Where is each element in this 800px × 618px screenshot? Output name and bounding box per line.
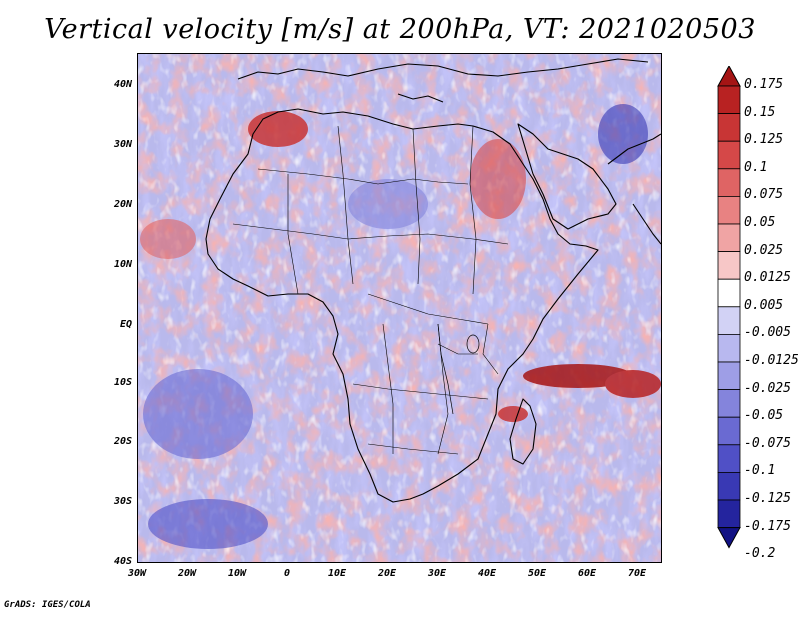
x-tick-label: 30E <box>427 568 447 579</box>
colorbar-box <box>717 361 741 391</box>
colorbar-box <box>717 471 741 501</box>
colorbar-box <box>717 306 741 335</box>
colorbar-level-label: -0.1 <box>744 463 776 479</box>
strong-descent-regions <box>143 104 648 549</box>
x-tick-label: 20E <box>377 568 397 579</box>
colorbar-box <box>717 416 741 446</box>
x-tick-label: 30W <box>127 568 147 579</box>
colorbar-box <box>717 195 741 225</box>
x-tick-label: 10W <box>227 568 247 579</box>
x-tick-label: 70E <box>627 568 647 579</box>
colorbar-box <box>717 113 741 142</box>
chart-title: Vertical velocity [m/s] at 200hPa, VT: 2… <box>44 14 756 45</box>
colorbar-level-label: -0.2 <box>744 546 776 562</box>
colorbar <box>717 66 741 549</box>
colorbar-box <box>717 333 741 363</box>
colorbar-level-label: 0.05 <box>744 215 776 230</box>
colorbar-level-label: -0.005 <box>744 325 791 341</box>
x-tick-label: 10E <box>327 568 347 579</box>
colorbar-level-label: 0.1 <box>744 159 768 175</box>
colorbar-bottom-arrow <box>717 527 741 549</box>
x-tick-label: 0 <box>283 568 291 579</box>
colorbar-level-label: -0.175 <box>744 518 791 534</box>
y-tick-label: 20N <box>113 199 132 210</box>
strong-ascent-regions <box>140 111 661 422</box>
y-tick-label: 10N <box>113 259 132 270</box>
colorbar-box <box>717 140 741 170</box>
colorbar-level-label: 0.15 <box>744 104 776 120</box>
x-tick-label: 50E <box>527 568 547 579</box>
grads-credit: GrADS: IGES/COLA <box>4 600 91 610</box>
colorbar-box <box>717 444 741 473</box>
x-tick-label: 40E <box>477 568 497 579</box>
colorbar-box <box>717 168 741 197</box>
colorbar-box <box>717 251 741 280</box>
y-tick-label: 40N <box>113 79 132 90</box>
colorbar-box <box>717 278 741 308</box>
map-svg <box>138 54 661 562</box>
colorbar-box <box>717 499 741 529</box>
colorbar-level-label: -0.075 <box>744 435 791 451</box>
colorbar-box <box>717 85 741 115</box>
field-neutral-noise <box>138 54 661 562</box>
colorbar-level-label: 0.005 <box>744 297 784 313</box>
colorbar-level-label: -0.0125 <box>744 353 799 368</box>
x-tick-label: 60E <box>577 568 597 579</box>
colorbar-boxes <box>717 66 741 549</box>
colorbar-level-label: -0.125 <box>744 491 791 506</box>
colorbar-level-label: 0.125 <box>744 132 784 148</box>
colorbar-level-label: -0.025 <box>744 380 791 396</box>
colorbar-level-label: 0.175 <box>744 77 784 92</box>
colorbar-box <box>717 223 741 253</box>
x-tick-label: 20W <box>177 568 197 579</box>
y-tick-label: 30S <box>113 496 132 507</box>
colorbar-level-label: 0.0125 <box>744 270 791 286</box>
y-tick-label: 30N <box>113 139 132 150</box>
vertical-velocity-map <box>137 53 662 563</box>
y-tick-label: EQ <box>119 319 132 330</box>
colorbar-level-label: -0.05 <box>744 408 784 424</box>
colorbar-level-label: 0.075 <box>744 187 784 203</box>
y-tick-label: 40S <box>113 556 132 567</box>
coastlines <box>205 58 661 503</box>
colorbar-top-arrow <box>717 66 741 87</box>
y-tick-label: 20S <box>113 436 132 447</box>
colorbar-box <box>717 389 741 418</box>
y-tick-label: 10S <box>113 377 132 388</box>
colorbar-level-label: 0.025 <box>744 242 784 258</box>
lakes <box>437 323 480 415</box>
